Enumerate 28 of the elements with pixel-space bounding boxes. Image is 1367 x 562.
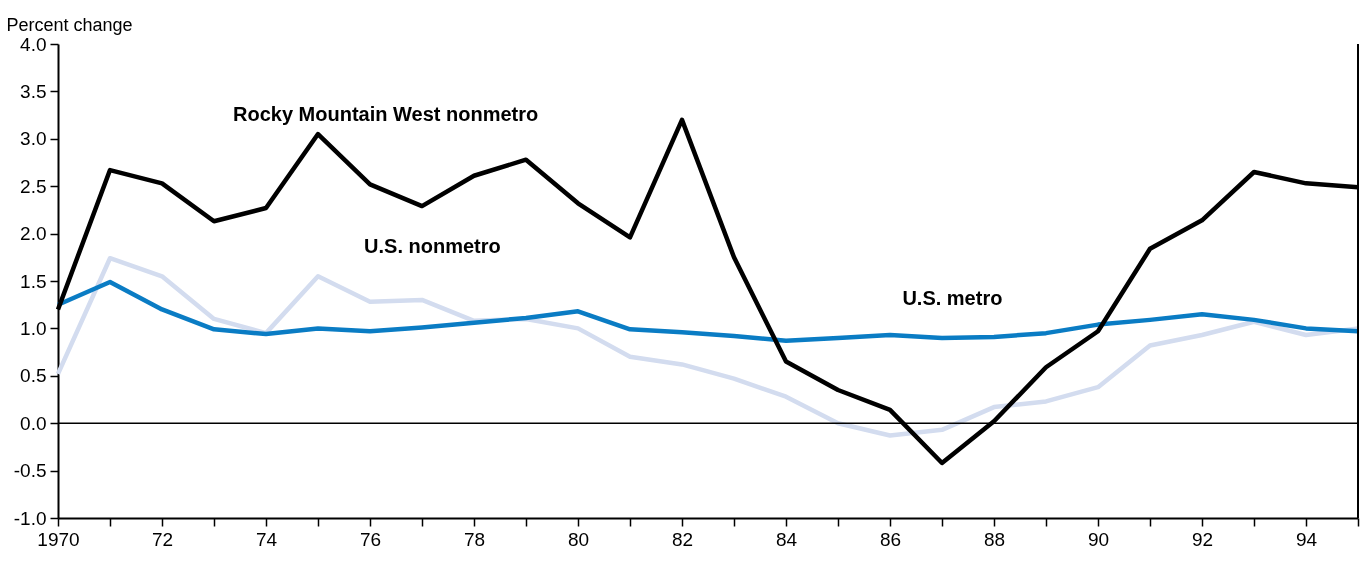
x-tick-label: 80 <box>567 528 590 550</box>
y-tick-label: -0.5 <box>13 460 47 482</box>
y-tick-label: 1.0 <box>20 317 47 339</box>
y-tick-label: -1.0 <box>13 507 47 529</box>
x-tick-label: 92 <box>1191 528 1214 550</box>
x-tick-label: 76 <box>359 528 382 550</box>
x-tick-label: 90 <box>1087 528 1110 550</box>
y-tick-label: 3.5 <box>20 80 47 102</box>
series-label: U.S. metro <box>902 287 1003 310</box>
x-tick-label: 74 <box>255 528 278 550</box>
y-tick-label: 0.5 <box>20 365 47 387</box>
x-tick-label: 1970 <box>37 528 80 550</box>
x-tick-label: 88 <box>983 528 1006 550</box>
y-tick-label: 1.5 <box>20 270 47 292</box>
x-tick-label: 86 <box>879 528 902 550</box>
x-tick-label: 72 <box>151 528 174 550</box>
series-label: U.S. nonmetro <box>364 235 501 258</box>
x-tick-label: 78 <box>463 528 486 550</box>
y-tick-label: 4.0 <box>20 33 47 55</box>
y-tick-label: 2.0 <box>20 223 47 245</box>
x-tick-label: 84 <box>775 528 798 550</box>
y-axis-title: Percent change <box>6 14 133 35</box>
x-tick-label: 94 <box>1295 528 1318 550</box>
series-label: Rocky Mountain West nonmetro <box>232 102 539 125</box>
y-tick-label: 3.0 <box>20 128 47 150</box>
y-tick-label: 0.0 <box>20 412 47 434</box>
x-tick-label: 82 <box>671 528 694 550</box>
y-tick-label: 2.5 <box>20 175 47 197</box>
